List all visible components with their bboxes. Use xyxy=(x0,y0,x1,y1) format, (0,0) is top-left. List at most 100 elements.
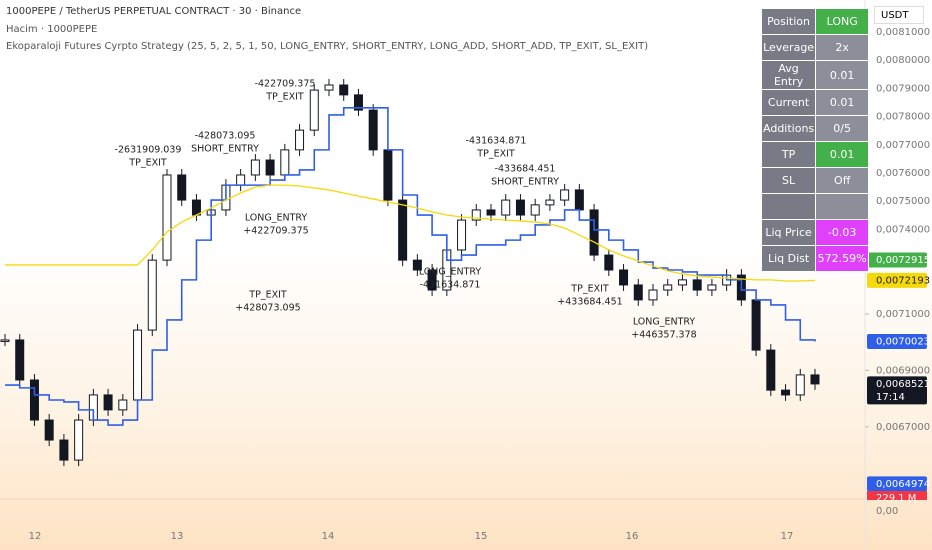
countdown: 17:14 xyxy=(876,392,905,403)
table-key: Liq Dist xyxy=(760,245,817,272)
candle xyxy=(191,199,201,216)
candle xyxy=(280,149,290,176)
trade-label: SHORT_ENTRY xyxy=(191,144,259,155)
candle xyxy=(810,374,820,385)
table-key: Position xyxy=(760,8,817,35)
candle xyxy=(147,259,157,331)
y-tick-label: 0,0076000 xyxy=(876,168,930,179)
y-tick-label: 0,0074000 xyxy=(876,224,930,235)
candle xyxy=(383,149,393,201)
table-row: TP 0.01 xyxy=(760,141,870,168)
trade-label: LONG_ENTRY xyxy=(419,267,482,278)
y-tick-label: 0,0067000 xyxy=(876,422,930,433)
candle xyxy=(15,339,25,381)
candle xyxy=(574,189,584,211)
table-row: Position LONG xyxy=(760,8,870,35)
table-value: LONG xyxy=(815,8,870,35)
price-marker-label: 0,0064974 xyxy=(876,479,930,490)
candle xyxy=(766,349,776,391)
y-tick-label: 0,0075000 xyxy=(876,196,930,207)
price-marker xyxy=(867,376,927,405)
table-key: Liq Price xyxy=(760,219,817,246)
table-value: 0/5 xyxy=(815,115,870,142)
candle xyxy=(133,329,143,401)
candle xyxy=(74,419,84,461)
table-value: 2x xyxy=(815,34,870,61)
table-row: SL Off xyxy=(760,167,870,194)
candle xyxy=(692,279,702,291)
candle xyxy=(368,109,378,151)
candle xyxy=(427,269,437,291)
candle xyxy=(236,174,246,186)
trade-label: LONG_ENTRY xyxy=(245,213,308,224)
candle xyxy=(589,209,599,256)
trade-label: TP_EXIT xyxy=(476,149,515,160)
table-row: Liq Dist 572.59% xyxy=(760,245,870,272)
trade-label: -2631909.039 xyxy=(115,145,182,156)
candle xyxy=(560,189,570,201)
trade-label: TP_EXIT xyxy=(128,158,167,169)
candle xyxy=(486,209,496,216)
stop-line xyxy=(5,107,816,426)
volume-marker xyxy=(867,491,927,500)
table-row: Additions 0/5 xyxy=(760,115,870,142)
volume-title: Hacim · 1000PEPE xyxy=(6,24,98,35)
y-tick-label: 0,0078000 xyxy=(876,112,930,123)
table-value: 572.59% xyxy=(815,245,870,272)
candle xyxy=(795,374,805,396)
candle xyxy=(29,379,39,421)
table-row: Liq Price -0.03 xyxy=(760,219,870,246)
status-table: Position LONG Leverage 2x Avg Entry 0.01 Curre… xyxy=(760,8,870,272)
candle xyxy=(59,439,69,461)
strategy-title: Ekoparaloji Futures Cyrpto Strategy (25,… xyxy=(6,41,649,52)
price-marker-label: 0,0072915 xyxy=(876,255,930,266)
price-marker xyxy=(867,272,927,288)
x-tick-label: 16 xyxy=(626,531,639,542)
candle xyxy=(663,284,673,291)
candle xyxy=(309,89,319,131)
y-tick-label: 0,0077000 xyxy=(876,140,930,151)
trade-label: TP_EXIT xyxy=(570,284,609,295)
candle xyxy=(619,269,629,286)
trade-label: +446357.378 xyxy=(631,330,696,341)
x-tick-label: 14 xyxy=(322,531,335,542)
candle xyxy=(515,199,525,216)
currency-button[interactable]: USDT xyxy=(874,6,924,24)
table-value: Off xyxy=(815,167,870,194)
table-row: Current 0.01 xyxy=(760,89,870,116)
y-tick-label: 0,0081000 xyxy=(876,27,930,38)
table-value: 0.01 xyxy=(815,141,870,168)
price-marker-label: 0,0068521 xyxy=(876,379,930,390)
trade-label: TP_EXIT xyxy=(265,92,304,103)
symbol-title: 1000PEPE / TetherUS PERPETUAL CONTRACT ·… xyxy=(6,6,302,17)
trade-label: -431634.871 xyxy=(466,136,527,147)
trade-label: -431634.871 xyxy=(420,280,481,291)
table-key: Additions xyxy=(760,115,817,142)
x-tick-label: 12 xyxy=(29,531,42,542)
y-tick-label: 0,0079000 xyxy=(876,83,930,94)
trade-label: TP_EXIT xyxy=(248,290,287,301)
candle xyxy=(501,199,511,216)
candle xyxy=(339,84,349,96)
candle xyxy=(530,204,540,216)
candle xyxy=(545,199,555,206)
trade-label: -428073.095 xyxy=(195,131,256,142)
trade-label: SHORT_ENTRY xyxy=(491,177,559,188)
candle xyxy=(648,289,658,301)
price-marker-label: 0,0070023 xyxy=(876,337,930,348)
price-marker-label: 0,0072193 xyxy=(876,275,930,286)
table-key: TP xyxy=(760,141,817,168)
candle xyxy=(398,199,408,261)
table-value: -0.03 xyxy=(815,219,870,246)
volume-axis-label: 0,00 xyxy=(876,506,898,517)
candle xyxy=(781,389,791,396)
price-marker xyxy=(867,252,927,268)
candle xyxy=(707,284,717,291)
trade-label: +433684.451 xyxy=(557,297,622,308)
trade-label: +428073.095 xyxy=(235,303,300,314)
candle xyxy=(677,279,687,286)
table-row: Avg Entry 0.01 xyxy=(760,60,870,90)
candle xyxy=(265,159,275,176)
table-row: Leverage 2x xyxy=(760,34,870,61)
